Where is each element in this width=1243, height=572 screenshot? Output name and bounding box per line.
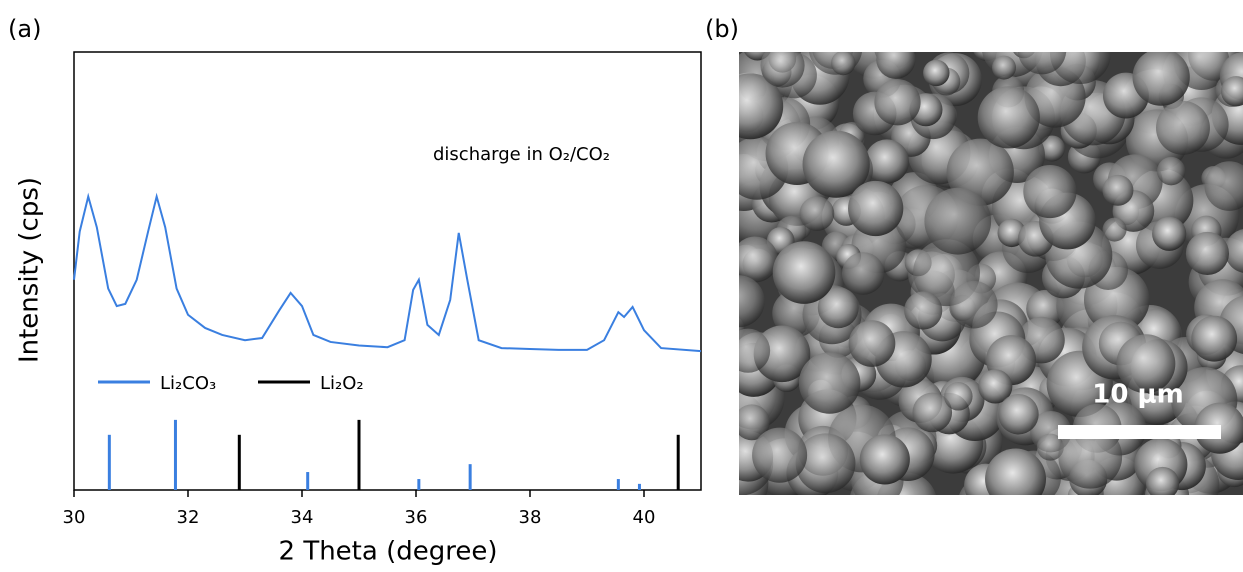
sem-grain xyxy=(739,73,784,140)
sem-grain xyxy=(864,139,910,184)
sem-grain xyxy=(1058,424,1123,489)
sem-grain xyxy=(859,434,910,485)
sem-grain xyxy=(985,448,1047,495)
sem-grain xyxy=(831,52,856,76)
x-tick-label: 30 xyxy=(63,507,86,528)
sem-grain xyxy=(848,320,896,367)
sem-grain xyxy=(991,55,1016,80)
sem-grain xyxy=(978,369,1013,404)
sem-grain xyxy=(912,392,953,433)
sem-grain xyxy=(739,236,778,283)
panel-label: (a) xyxy=(8,15,41,43)
scale-bar xyxy=(1058,425,1221,439)
xrd-pattern xyxy=(73,192,702,353)
sem-grain xyxy=(944,382,973,411)
plot-frame xyxy=(73,51,702,491)
x-tick-label: 36 xyxy=(405,507,428,528)
sem-grain xyxy=(841,252,885,295)
annotation: discharge in O₂/CO₂ xyxy=(433,144,610,165)
scale-bar-label: 10 μm xyxy=(1092,380,1183,410)
sem-grain xyxy=(760,52,805,88)
sem-grain xyxy=(977,86,1040,149)
sem-image xyxy=(739,52,1243,495)
sem-grain xyxy=(1224,229,1243,273)
sem-grain xyxy=(817,287,859,329)
sem-grain xyxy=(798,352,861,414)
panel-label: (b) xyxy=(705,15,739,43)
legend-label: Li₂O₂ xyxy=(320,373,364,394)
sem-grain xyxy=(1156,156,1186,186)
sem-grain xyxy=(1220,76,1243,107)
x-tick-label: 34 xyxy=(291,507,314,528)
sem-grain xyxy=(876,52,916,79)
sem-grain xyxy=(1155,100,1210,155)
sem-grain xyxy=(1145,466,1180,495)
x-tick-label: 38 xyxy=(519,507,542,528)
sem-grain xyxy=(802,130,870,198)
sem-grain xyxy=(904,291,943,330)
sem-grain xyxy=(923,59,950,87)
sem-grain xyxy=(924,187,992,255)
x-tick-label: 40 xyxy=(633,507,656,528)
sem-grain xyxy=(739,404,770,441)
sem-grain xyxy=(998,393,1039,435)
sem-grain xyxy=(1132,52,1190,106)
x-axis-label: 2 Theta (degree) xyxy=(279,537,498,567)
sem-grain xyxy=(795,433,856,494)
sem-grain xyxy=(874,79,921,126)
sem-grain xyxy=(1038,135,1065,162)
sem-grain xyxy=(1102,217,1127,242)
sem-grain xyxy=(752,427,808,483)
sem-grain xyxy=(1102,174,1134,206)
sem-grain xyxy=(799,196,835,232)
sem-grain xyxy=(753,325,811,383)
sem-grain xyxy=(1191,315,1238,362)
sem-grain xyxy=(772,241,836,304)
sem-grain xyxy=(739,328,771,373)
sem-grain xyxy=(1023,164,1077,219)
sem-grain xyxy=(1152,216,1187,251)
sem-grain xyxy=(1116,334,1176,394)
sem-grain xyxy=(848,180,904,237)
x-tick-label: 32 xyxy=(177,507,200,528)
sem-grain xyxy=(1049,52,1111,85)
sem-grain xyxy=(1204,161,1243,211)
sem-grain xyxy=(739,275,765,328)
sem-grain xyxy=(1185,231,1230,275)
sem-grain xyxy=(1017,52,1067,75)
legend-label: Li₂CO₃ xyxy=(160,373,216,394)
y-axis-label: Intensity (cps) xyxy=(15,177,45,363)
sem-grain xyxy=(1036,433,1064,461)
sem-grain xyxy=(950,280,998,329)
